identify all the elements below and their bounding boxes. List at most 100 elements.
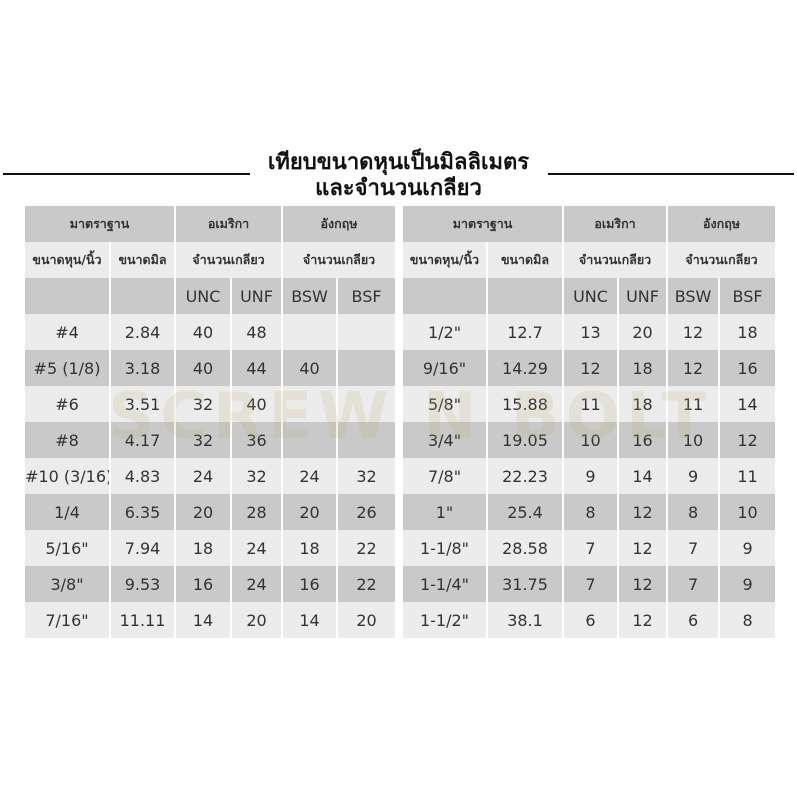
- cell-bsf: [336, 386, 396, 422]
- cell-unc: 9: [562, 458, 619, 494]
- cell-unf: 16: [617, 422, 668, 458]
- cell-bsw: [281, 314, 338, 350]
- cell-size-inch: #5 (1/8): [25, 350, 110, 386]
- cell-bsf: [336, 314, 396, 350]
- cell-bsf: 11: [718, 458, 776, 494]
- cell-unc: 14: [174, 602, 232, 638]
- cell-bsw: 14: [281, 602, 338, 638]
- title-rule-right: [548, 173, 794, 175]
- header-standard: มาตราฐาน: [25, 206, 176, 242]
- cell-size-inch: 1/4: [25, 494, 110, 530]
- cell-size-mm: 28.58: [485, 530, 564, 566]
- header-unc: UNC: [174, 278, 232, 314]
- cell-unc: 16: [174, 566, 232, 602]
- thread-table-right: มาตราฐาน อเมริกา อังกฤษ ขนาดหุน/นิ้ว ขนาดมิล…: [403, 206, 776, 638]
- cell-unf: 18: [617, 350, 668, 386]
- header-blank: [403, 278, 487, 314]
- page-title: เทียบขนาดหุนเป็นมิลลิเมตร และจำนวนเกลียว: [0, 150, 797, 202]
- thread-table-left: มาตราฐาน อเมริกา อังกฤษ ขนาดหุน/นิ้ว ขนาดมิล…: [25, 206, 396, 638]
- cell-unf: 12: [617, 602, 668, 638]
- table-row: 1/2" 12.7 13 20 12 18: [403, 314, 776, 350]
- cell-size-mm: 4.17: [108, 422, 176, 458]
- cell-size-inch: #10 (3/16): [25, 458, 110, 494]
- cell-unc: 13: [562, 314, 619, 350]
- cell-bsw: 8: [666, 494, 720, 530]
- table-row: 1" 25.4 8 12 8 10: [403, 494, 776, 530]
- header-standard: มาตราฐาน: [403, 206, 564, 242]
- table-row: 1-1/4" 31.75 7 12 7 9: [403, 566, 776, 602]
- cell-size-mm: 14.29: [485, 350, 564, 386]
- header-size-mm: ขนาดมิล: [108, 242, 176, 278]
- cell-unc: 32: [174, 422, 232, 458]
- cell-size-inch: 1": [403, 494, 487, 530]
- cell-size-mm: 12.7: [485, 314, 564, 350]
- header-size-mm: ขนาดมิล: [485, 242, 564, 278]
- cell-size-mm: 25.4: [485, 494, 564, 530]
- header-blank: [108, 278, 176, 314]
- cell-size-mm: 22.23: [485, 458, 564, 494]
- cell-unf: 24: [230, 530, 283, 566]
- header-thread-count-uk: จำนวนเกลียว: [281, 242, 396, 278]
- header-blank: [25, 278, 110, 314]
- cell-size-mm: 3.51: [108, 386, 176, 422]
- cell-bsw: [281, 386, 338, 422]
- table-row: #4 2.84 40 48: [25, 314, 396, 350]
- header-unc: UNC: [562, 278, 619, 314]
- header-unf: UNF: [617, 278, 668, 314]
- header-size-inch: ขนาดหุน/นิ้ว: [403, 242, 487, 278]
- cell-bsw: 20: [281, 494, 338, 530]
- table-row: 7/16" 11.11 14 20 14 20: [25, 602, 396, 638]
- cell-size-inch: 7/16": [25, 602, 110, 638]
- cell-unf: 14: [617, 458, 668, 494]
- header-size-inch: ขนาดหุน/นิ้ว: [25, 242, 110, 278]
- cell-unc: 12: [562, 350, 619, 386]
- cell-bsf: [336, 350, 396, 386]
- cell-unc: 40: [174, 314, 232, 350]
- cell-unc: 24: [174, 458, 232, 494]
- header-england: อังกฤษ: [666, 206, 776, 242]
- cell-unf: 12: [617, 530, 668, 566]
- cell-size-mm: 4.83: [108, 458, 176, 494]
- cell-size-inch: 1-1/2": [403, 602, 487, 638]
- header-america: อเมริกา: [174, 206, 283, 242]
- header-bsw: BSW: [666, 278, 720, 314]
- table-row: #10 (3/16) 4.83 24 32 24 32: [25, 458, 396, 494]
- cell-bsw: 7: [666, 530, 720, 566]
- cell-bsf: 14: [718, 386, 776, 422]
- title-rule-left: [3, 173, 250, 175]
- cell-unc: 20: [174, 494, 232, 530]
- cell-bsw: 11: [666, 386, 720, 422]
- cell-unf: 44: [230, 350, 283, 386]
- cell-unf: 20: [230, 602, 283, 638]
- header-row: ขนาดหุน/นิ้ว ขนาดมิล จำนวนเกลียว จำนวนเกลีย…: [403, 242, 776, 278]
- cell-bsw: 10: [666, 422, 720, 458]
- cell-bsf: 8: [718, 602, 776, 638]
- cell-bsf: 18: [718, 314, 776, 350]
- table-row: 1/4 6.35 20 28 20 26: [25, 494, 396, 530]
- cell-size-inch: #8: [25, 422, 110, 458]
- cell-bsw: 16: [281, 566, 338, 602]
- cell-size-mm: 9.53: [108, 566, 176, 602]
- cell-unc: 18: [174, 530, 232, 566]
- cell-size-inch: 5/8": [403, 386, 487, 422]
- table-row: #8 4.17 32 36: [25, 422, 396, 458]
- cell-bsf: 16: [718, 350, 776, 386]
- cell-unf: 12: [617, 566, 668, 602]
- title-line-1: เทียบขนาดหุนเป็นมิลลิเมตร: [267, 150, 530, 175]
- cell-unf: 12: [617, 494, 668, 530]
- cell-bsf: 9: [718, 566, 776, 602]
- cell-bsf: 12: [718, 422, 776, 458]
- cell-size-mm: 11.11: [108, 602, 176, 638]
- cell-size-inch: #4: [25, 314, 110, 350]
- cell-size-mm: 31.75: [485, 566, 564, 602]
- header-bsw: BSW: [281, 278, 338, 314]
- cell-size-mm: 19.05: [485, 422, 564, 458]
- cell-unc: 7: [562, 530, 619, 566]
- header-row: มาตราฐาน อเมริกา อังกฤษ: [25, 206, 396, 242]
- cell-unf: 28: [230, 494, 283, 530]
- cell-size-inch: 5/16": [25, 530, 110, 566]
- header-blank: [485, 278, 564, 314]
- cell-size-mm: 6.35: [108, 494, 176, 530]
- header-bsf: BSF: [336, 278, 396, 314]
- cell-bsw: 7: [666, 566, 720, 602]
